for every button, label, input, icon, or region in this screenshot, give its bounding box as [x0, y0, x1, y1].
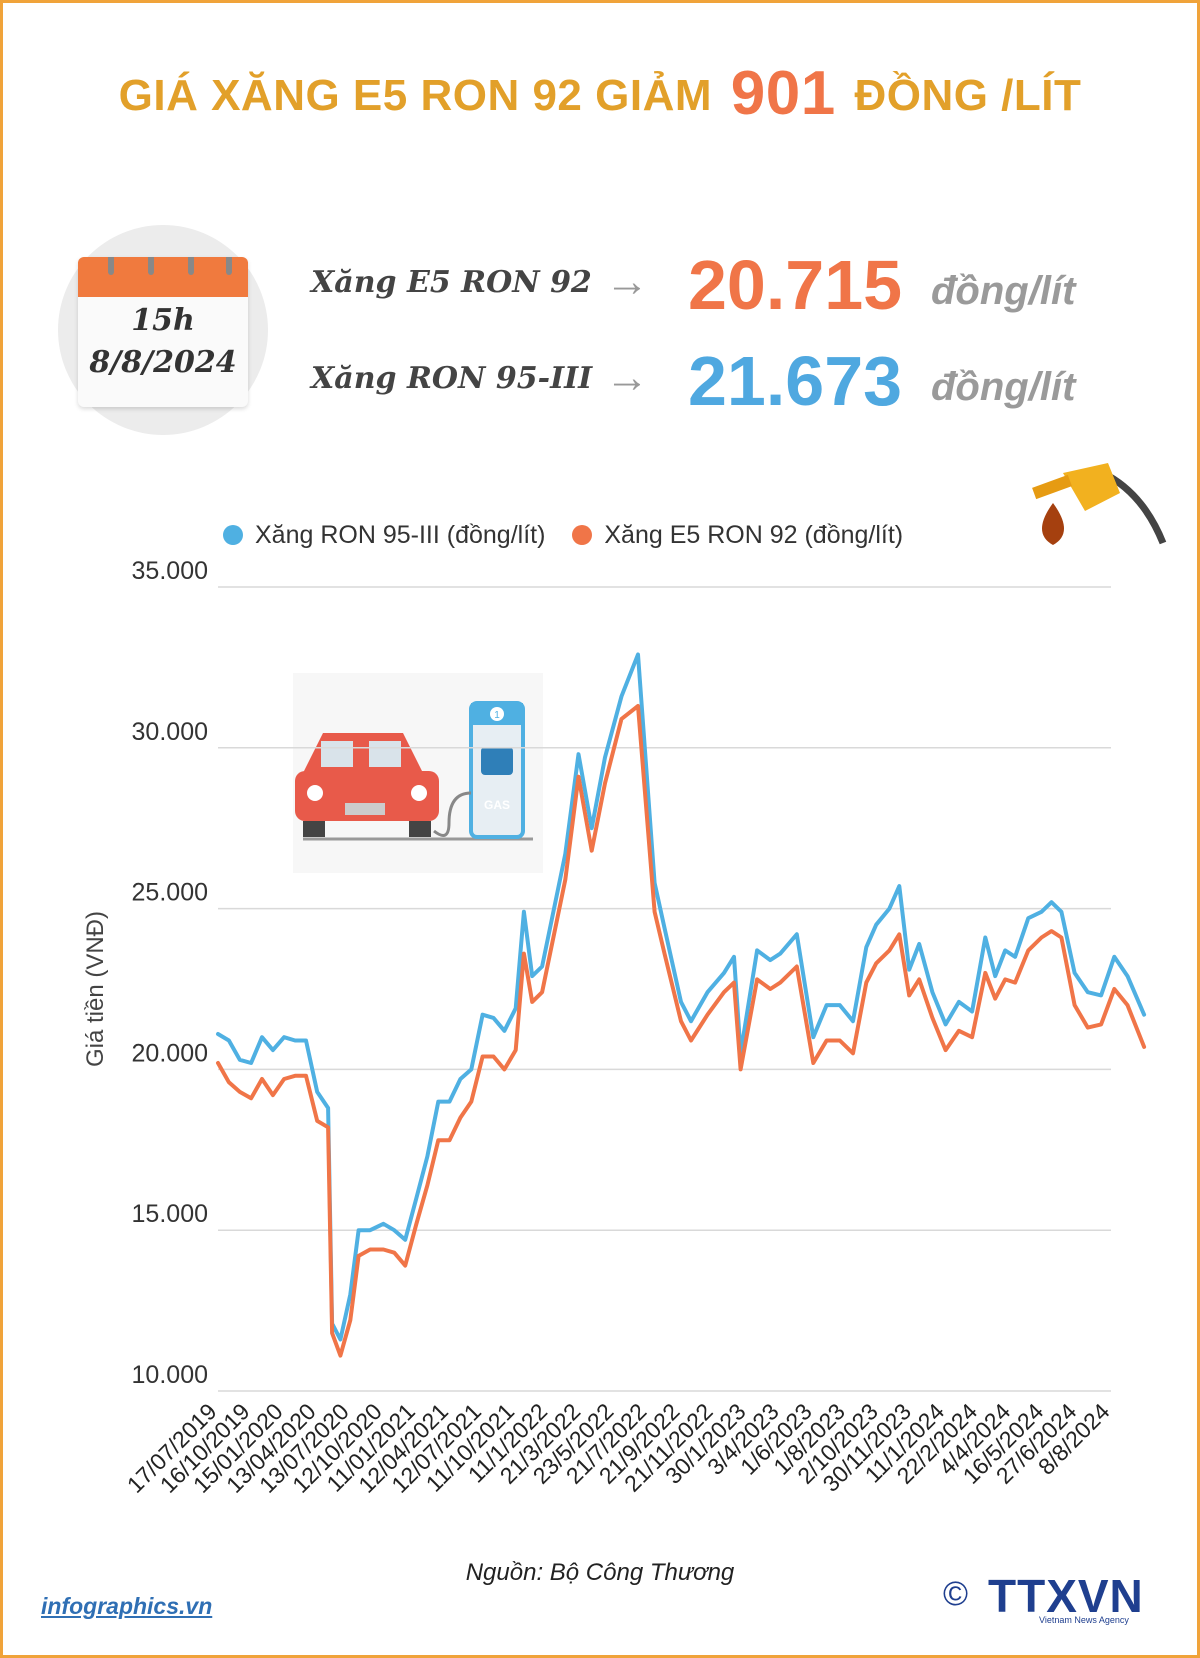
legend-item-e5: Xăng E5 RON 92 (đồng/lít) — [572, 521, 903, 549]
legend-label: Xăng RON 95-III (đồng/lít) — [255, 521, 546, 549]
calendar-icon: 15h 8/8/2024 — [78, 257, 248, 407]
series-line-e5 — [216, 704, 1147, 1358]
right-arrow-icon: → — [605, 257, 649, 306]
price-label: Xăng E5 RON 92 — [311, 265, 592, 300]
title-amount: 901 — [730, 59, 836, 128]
fuel-nozzle-icon — [1032, 463, 1167, 545]
pump-number: 1 — [494, 710, 500, 721]
y-tick-label: 20.000 — [132, 1039, 208, 1067]
price-value: 20.715 — [688, 246, 903, 324]
price-row-ron95: Xăng RON 95-III → 21.673 đồng/lít — [303, 341, 1123, 421]
source-note: Nguồn: Bộ Công Thương — [465, 1559, 735, 1586]
y-tick-label: 15.000 — [132, 1200, 208, 1228]
calendar-date: 8/8/2024 — [89, 345, 237, 380]
page-title: GIÁ XĂNG E5 RON 92 GIẢM 901 ĐỒNG /LÍT — [3, 58, 1197, 129]
legend-dot — [223, 525, 243, 545]
ttxvn-logo-subtitle: Vietnam News Agency — [1039, 1615, 1129, 1625]
car-at-gas-pump-icon: 1 GAS — [293, 673, 543, 873]
series-line-ron95 — [216, 652, 1147, 1342]
legend-item-ron95: Xăng RON 95-III (đồng/lít) — [223, 521, 545, 549]
y-tick-label: 25.000 — [132, 879, 208, 907]
y-tick-label: 30.000 — [132, 718, 208, 746]
legend-label: Xăng E5 RON 92 (đồng/lít) — [604, 521, 904, 549]
price-value: 21.673 — [688, 342, 903, 420]
ttxvn-logo: TTXVN — [988, 1570, 1144, 1622]
pump-label: GAS — [484, 798, 510, 812]
y-tick-label: 35.000 — [132, 557, 208, 585]
price-unit: đồng/lít — [931, 269, 1076, 313]
price-line-chart: 1 GAS 10.000 15.000 20.000 25.000 30.000 35.0… — [82, 463, 1167, 1498]
legend-dot — [572, 525, 593, 545]
right-arrow-icon: → — [605, 353, 649, 402]
calendar-badge: 15h 8/8/2024 — [58, 225, 268, 435]
price-label: Xăng RON 95-III — [311, 361, 593, 396]
site-link[interactable]: infographics.vn — [41, 1593, 213, 1619]
calendar-time: 15h — [131, 303, 195, 338]
chart-legend: Xăng RON 95-III (đồng/lít) Xăng E5 RON 9… — [223, 521, 923, 550]
title-prefix: GIÁ XĂNG E5 RON 92 GIẢM — [118, 71, 713, 120]
y-axis-label: Giá tiền (VNĐ) — [82, 911, 109, 1067]
price-row-e5: Xăng E5 RON 92 → 20.715 đồng/lít — [303, 245, 1123, 325]
price-unit: đồng/lít — [931, 365, 1076, 409]
y-tick-label: 10.000 — [132, 1361, 208, 1389]
title-suffix: ĐỒNG /LÍT — [854, 71, 1082, 120]
copyright-symbol: © — [943, 1575, 969, 1613]
